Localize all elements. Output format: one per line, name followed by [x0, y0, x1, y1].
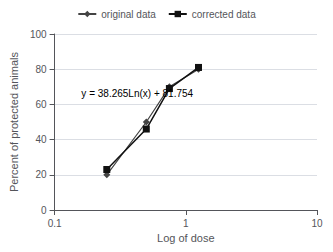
svg-text:0.1: 0.1 [48, 218, 62, 229]
svg-text:80: 80 [35, 64, 47, 75]
svg-text:100: 100 [30, 29, 47, 40]
svg-text:original data: original data [101, 9, 156, 20]
svg-text:10: 10 [311, 218, 323, 229]
svg-text:1: 1 [183, 218, 189, 229]
svg-text:60: 60 [35, 99, 47, 110]
svg-text:Log of dose: Log of dose [157, 232, 215, 244]
svg-text:0: 0 [41, 205, 47, 216]
svg-text:corrected data: corrected data [192, 9, 256, 20]
svg-text:Percent of protected animals: Percent of protected animals [8, 51, 20, 192]
svg-text:y = 38.265Ln(x) + 81.754: y = 38.265Ln(x) + 81.754 [81, 88, 193, 99]
svg-text:40: 40 [35, 134, 47, 145]
svg-text:20: 20 [35, 169, 47, 180]
